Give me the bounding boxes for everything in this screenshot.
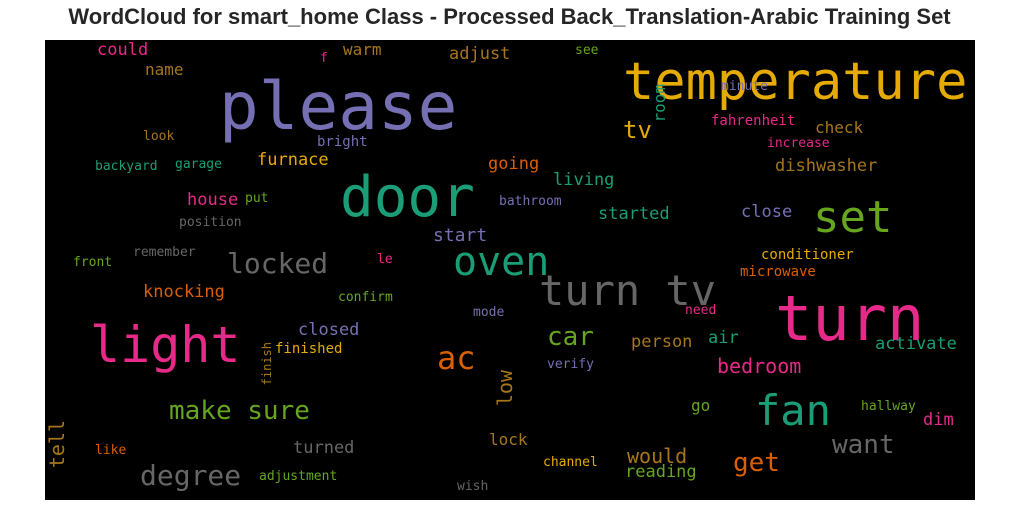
word-garage: garage — [175, 157, 222, 172]
word-car: car — [547, 322, 594, 352]
word-knocking: knocking — [143, 282, 225, 302]
word-check: check — [815, 118, 864, 137]
word-door: door — [340, 165, 475, 230]
word-microwave: microwave — [740, 264, 816, 280]
word-channel: channel — [543, 455, 598, 470]
word-confirm: confirm — [338, 290, 393, 305]
word-going: going — [488, 154, 540, 174]
wordcloud-canvas: please temperature door set turn light oven tur… — [45, 40, 975, 500]
word-fan: fan — [755, 386, 831, 435]
word-wish: wish — [457, 479, 489, 494]
word-could: could — [97, 40, 149, 60]
word-tv: tv — [623, 116, 652, 144]
word-reading: reading — [625, 462, 697, 482]
word-turned: turned — [293, 438, 355, 458]
word-oven: oven — [453, 239, 550, 285]
word-hallway: hallway — [861, 399, 916, 414]
word-low: low — [493, 370, 517, 407]
word-position: position — [179, 215, 242, 230]
word-finished: finished — [275, 341, 343, 357]
word-please: please — [219, 68, 458, 145]
word-closed: closed — [298, 320, 360, 340]
word-turn: turn — [775, 282, 925, 355]
word-person: person — [631, 332, 693, 352]
word-increase: increase — [767, 136, 830, 151]
word-adjustment: adjustment — [259, 469, 338, 484]
word-minute: minute — [721, 79, 768, 94]
word-air: air — [708, 328, 739, 348]
word-ac: ac — [437, 339, 476, 377]
word-verify: verify — [547, 357, 594, 372]
word-f: f — [320, 51, 328, 66]
word-living: living — [553, 170, 615, 190]
word-conditioner: conditioner — [761, 247, 854, 263]
word-want: want — [832, 430, 895, 460]
word-go: go — [691, 396, 711, 415]
word-bedroom: bedroom — [717, 354, 802, 378]
word-dishwasher: dishwasher — [775, 156, 878, 176]
word-degree: degree — [140, 459, 242, 492]
word-tell: tell — [45, 420, 69, 469]
word-finish: finish — [260, 342, 274, 386]
word-name: name — [145, 60, 184, 79]
word-need: need — [685, 303, 717, 318]
word-mode: mode — [473, 305, 505, 320]
word-see: see — [575, 43, 599, 58]
word-activate: activate — [875, 334, 957, 354]
word-make-sure: make sure — [169, 396, 310, 426]
word-dim: dim — [923, 410, 954, 430]
word-started: started — [598, 204, 670, 224]
word-would: would — [627, 444, 688, 468]
word-set: set — [813, 192, 893, 243]
word-bright: bright — [317, 134, 368, 150]
word-fahrenheit: fahrenheit — [711, 113, 796, 129]
word-turn-tv: turn tv — [539, 266, 717, 315]
word-house: house — [187, 190, 239, 210]
word-look: look — [143, 129, 175, 144]
word-backyard: backyard — [95, 159, 158, 174]
chart-title: WordCloud for smart_home Class - Process… — [68, 4, 951, 29]
word-temperature: temperature — [623, 52, 968, 112]
word-lock: lock — [489, 430, 528, 449]
word-put: put — [245, 191, 269, 206]
word-room: room — [650, 84, 669, 123]
word-remember: remember — [133, 245, 196, 260]
word-locked: locked — [227, 247, 329, 280]
word-start: start — [433, 225, 488, 246]
word-light: light — [90, 316, 241, 374]
word-furnace: furnace — [257, 150, 329, 170]
word-le: le — [377, 252, 393, 267]
word-close: close — [741, 202, 793, 222]
word-get: get — [733, 448, 780, 478]
word-warm: warm — [343, 40, 382, 59]
word-adjust: adjust — [449, 44, 511, 64]
word-bathroom: bathroom — [499, 194, 562, 209]
word-like: like — [95, 443, 127, 458]
word-front: front — [73, 255, 113, 270]
